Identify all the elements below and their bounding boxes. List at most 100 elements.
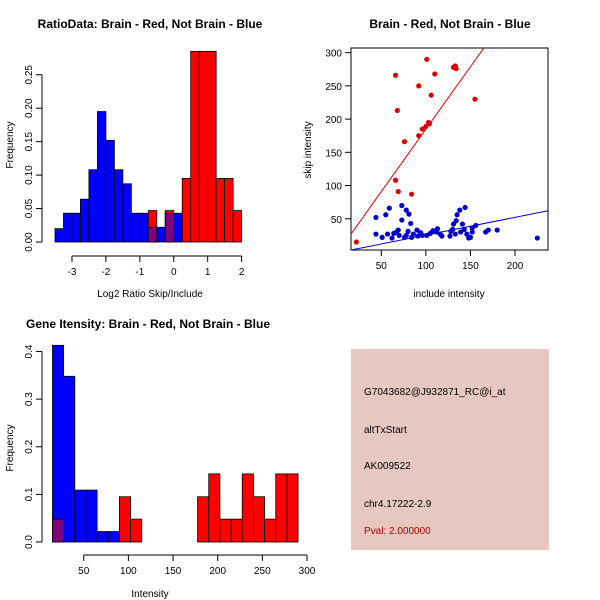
plot-frame: [350, 47, 549, 251]
bar-brain: [190, 50, 200, 243]
point-not-brain: [399, 217, 405, 223]
point-not-brain: [379, 234, 385, 240]
scatter-panel: 50 100 150 200 50 100 150 200 250 300 Brain - Red,…: [303, 17, 549, 300]
point-brain: [392, 177, 399, 183]
point-not-brain: [406, 211, 412, 217]
point-not-brain: [469, 229, 475, 235]
point-not-brain: [403, 207, 409, 213]
bar-brain: [241, 473, 254, 543]
point-not-brain: [414, 227, 420, 233]
x-tick-label: 100: [418, 261, 435, 272]
point-not-brain: [447, 233, 453, 239]
bar-not-brain: [107, 531, 120, 543]
bar-not-brain: [85, 489, 98, 543]
bar-brain: [219, 518, 232, 543]
y-tick-label: 250: [325, 82, 342, 93]
point-not-brain: [383, 212, 389, 218]
x-tick-label: 2: [239, 267, 245, 278]
point-brain: [423, 123, 429, 130]
point-brain: [416, 133, 422, 139]
bar-brain: [232, 210, 243, 243]
point-not-brain: [395, 227, 401, 233]
bar-brain: [208, 473, 221, 543]
bar-overlap: [164, 212, 175, 243]
x-tick-label: 300: [299, 566, 316, 577]
x-axis-label: Log2 Ratio Skip/Include: [97, 289, 203, 300]
y-axis-label: skip intensity: [303, 121, 314, 178]
point-brain: [395, 188, 401, 195]
intensity-histogram-panel: 50 100 150 200 250 300 0.0 0.1 0.2 0.3 0.4 Gene Ite…: [5, 317, 316, 600]
x-axis-label: Intensity: [131, 589, 168, 600]
x-axis-label: include intensity: [413, 289, 484, 300]
y-tick-label: 0.1: [24, 487, 35, 501]
point-brain: [432, 71, 438, 77]
y-tick-label: 0.3: [24, 392, 35, 406]
bar-not-brain: [173, 212, 183, 243]
point-not-brain: [396, 232, 402, 238]
point-not-brain: [494, 227, 500, 233]
chart-title: Gene Itensity: Brain - Red, Not Brain - …: [26, 317, 270, 331]
x-tick-label: 150: [462, 261, 479, 272]
y-tick-label: 50: [331, 215, 343, 226]
bar-not-brain: [130, 212, 141, 243]
x-tick-label: 200: [209, 566, 226, 577]
bar-brain: [130, 518, 143, 543]
y-tick-label: 0.2: [24, 439, 35, 453]
point-brain: [401, 139, 408, 145]
bar-not-brain: [63, 212, 73, 243]
point-not-brain: [457, 207, 463, 213]
chart-title: RatioData: Brain - Red, Not Brain - Blue: [38, 17, 263, 31]
bar-brain: [198, 50, 209, 243]
point-not-brain: [452, 231, 458, 237]
point-not-brain: [454, 212, 460, 218]
point-not-brain: [434, 226, 441, 232]
point-not-brain: [386, 205, 392, 211]
location-text: chr4.17222-2.9: [364, 499, 432, 510]
bar-brain: [119, 496, 132, 543]
y-tick-label: 0.15: [24, 131, 35, 151]
bar-not-brain: [63, 375, 76, 543]
bar-not-brain: [52, 344, 65, 543]
bar-not-brain: [71, 212, 81, 243]
y-tick-label: 0.4: [24, 344, 35, 358]
point-not-brain: [384, 231, 391, 237]
point-not-brain: [485, 227, 491, 233]
x-tick-label: 150: [165, 566, 182, 577]
point-not-brain: [462, 204, 468, 211]
point-brain: [428, 92, 434, 98]
bar-brain: [181, 178, 192, 243]
bar-not-brain: [105, 139, 115, 243]
y-tick-label: 200: [325, 115, 342, 126]
y-tick-label: 150: [325, 148, 342, 159]
y-axis-label: Frequency: [5, 424, 16, 471]
info-panel: G7043682@J932871_RC@i_at altTxStart AK00…: [351, 349, 549, 550]
bar-not-brain: [80, 198, 90, 243]
bar-brain: [207, 50, 217, 243]
point-not-brain: [373, 231, 379, 237]
x-tick-label: 100: [120, 566, 137, 577]
point-brain: [453, 65, 459, 72]
x-tick-label: 50: [78, 566, 90, 577]
y-tick-label: 100: [325, 182, 342, 193]
point-not-brain: [419, 232, 425, 238]
bar-brain: [264, 518, 277, 543]
bar-brain: [286, 473, 299, 543]
point-not-brain: [461, 226, 467, 233]
point-not-brain: [403, 232, 409, 238]
point-not-brain: [459, 221, 466, 227]
point-brain: [424, 56, 430, 62]
x-tick-label: 50: [376, 261, 388, 272]
bar-brain: [253, 496, 265, 543]
x-tick-label: 0: [171, 267, 177, 278]
y-axis-label: Frequency: [5, 121, 16, 168]
bar-not-brain: [96, 531, 109, 543]
x-tick-label: 250: [254, 566, 271, 577]
x-tick-label: -2: [101, 267, 110, 278]
bar-brain: [197, 496, 210, 543]
point-brain: [416, 83, 422, 89]
bar-not-brain: [113, 169, 124, 243]
y-tick-label: 0.00: [24, 232, 35, 252]
x-tick-label: 200: [507, 261, 524, 272]
point-not-brain: [408, 220, 414, 227]
